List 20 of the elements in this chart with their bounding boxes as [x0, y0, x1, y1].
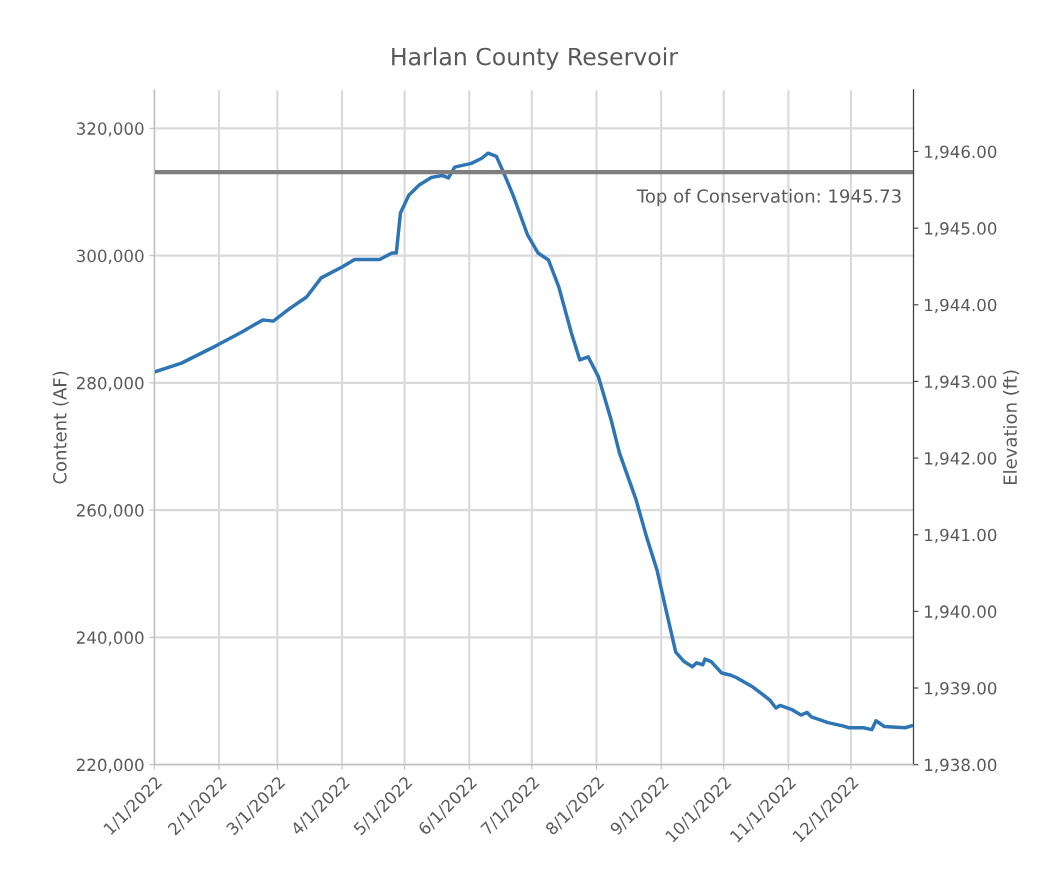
y-tick-label: 260,000: [76, 504, 144, 519]
y2-tick-label: 1,939.00: [925, 681, 997, 697]
y2-tick-label: 1,941.00: [925, 528, 997, 543]
y-tick-label: 300,000: [76, 249, 144, 264]
y-axis-title: Content (AF): [52, 371, 69, 484]
y2-tick-label: 1,938.00: [925, 758, 997, 773]
y2-axis-title: Elevation (ft): [1003, 370, 1020, 485]
y-tick-label: 320,000: [76, 122, 144, 137]
y2-tick-label: 1,940.00: [925, 605, 997, 620]
y2-tick-label: 1,942.00: [925, 452, 997, 467]
y2-tick-label: 1,945.00: [925, 222, 997, 237]
y-tick-label: 240,000: [76, 631, 144, 646]
line-series: [154, 151, 914, 732]
y-tick-label: 220,000: [76, 758, 144, 773]
chart-title: Harlan County Reservoir: [392, 47, 678, 71]
y2-tick-label: 1,946.00: [925, 145, 997, 160]
ref-line-label: Top of Conservation: 1945.73: [636, 188, 901, 207]
y2-tick-label: 1,944.00: [925, 298, 997, 314]
y2-tick-label: 1,943.00: [925, 375, 997, 390]
y-tick-label: 280,000: [76, 376, 144, 392]
